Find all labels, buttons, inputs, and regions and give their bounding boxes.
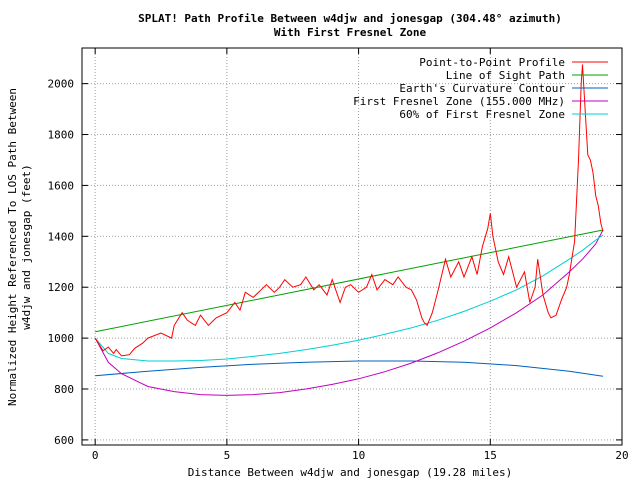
y-tick-label: 2000 [48,78,75,91]
chart-title-line-2: With First Fresnel Zone [274,26,427,39]
series-line-2 [95,360,604,377]
y-axis-label-line-2: w4djw and jonesgap (feet) [20,164,33,330]
series-group [94,64,604,396]
x-tick-label: 20 [615,449,628,462]
series-line-3 [94,229,604,396]
legend-label-3: First Fresnel Zone (155.000 MHz) [353,95,565,108]
x-tick-label: 0 [92,449,99,462]
y-tick-label: 1200 [48,281,75,294]
y-tick-label: 1800 [48,129,75,142]
x-tick-label: 5 [224,449,231,462]
series-line-1 [95,229,604,333]
series-line-0 [94,64,604,357]
y-axis-label-line-1: Normalized Height Referenced To LOS Path… [6,88,19,406]
y-tick-label: 1000 [48,332,75,345]
y-tick-label: 800 [54,383,74,396]
legend-label-1: Line of Sight Path [446,69,565,82]
y-tick-label: 600 [54,434,74,447]
series-line-4 [94,234,604,362]
legend-label-0: Point-to-Point Profile [419,56,565,69]
legend-label-4: 60% of First Fresnel Zone [399,108,565,121]
chart-title-line-1: SPLAT! Path Profile Between w4djw and jo… [138,12,562,25]
x-tick-label: 15 [484,449,497,462]
plot-frame [81,47,623,446]
x-axis-label: Distance Between w4djw and jonesgap (19.… [188,466,513,479]
y-tick-label: 1400 [48,230,75,243]
y-tick-label: 1600 [48,179,75,192]
legend-label-2: Earth's Curvature Contour [399,82,565,95]
x-tick-label: 10 [352,449,365,462]
chart-title: SPLAT! Path Profile Between w4djw and jo… [138,12,562,39]
axis-ticks: 0 5 10 15 20 600 800 1000 1200 1400 1600 1800 2000 [48,48,629,462]
